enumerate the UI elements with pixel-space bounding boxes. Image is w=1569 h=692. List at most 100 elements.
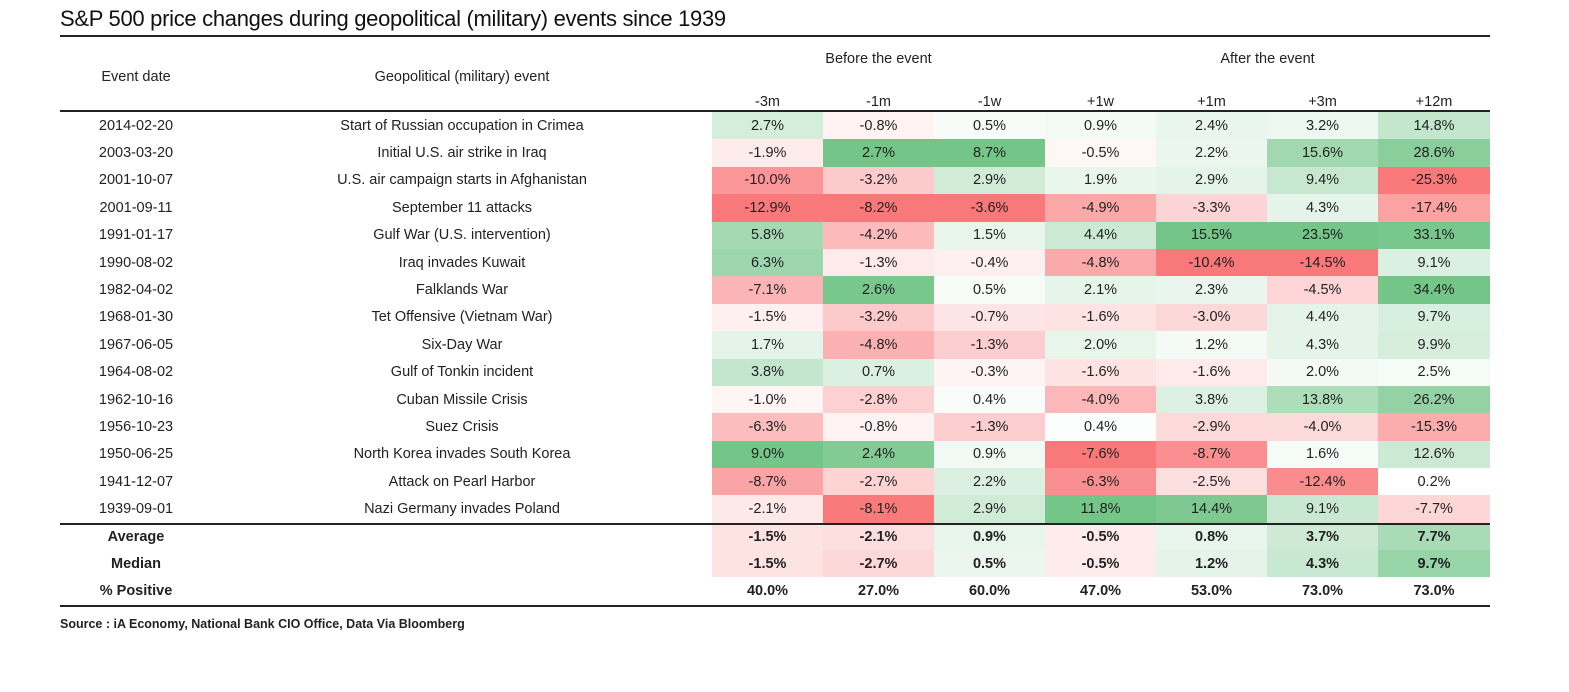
value-cell: 2.2% [1156,139,1268,167]
value-cell: 33.1% [1378,221,1491,249]
value-cell: -0.3% [934,358,1046,386]
value-cell: -1.3% [934,331,1046,359]
table-row: 1991-01-17 Gulf War (U.S. intervention) 5.… [60,221,1491,249]
value-cell: -2.5% [1156,468,1268,496]
value-cell: 14.4% [1156,495,1268,523]
summary-value: 7.7% [1378,522,1491,551]
value-cell: -7.1% [712,276,823,304]
value-cell: 2.3% [1156,276,1268,304]
summary-value: -2.7% [823,550,934,578]
value-cell: 2.4% [1156,112,1268,140]
value-cell: 1.7% [712,331,823,359]
event-date: 1939-09-01 [98,501,174,518]
summary-value: 9.7% [1378,550,1491,578]
value-cell: 0.4% [934,385,1046,414]
value-cell: 11.8% [1045,495,1157,523]
value-cell: -3.6% [934,194,1046,222]
value-cell: -4.2% [823,221,934,249]
event-date: 2001-10-07 [98,172,174,189]
value-cell: 34.4% [1378,276,1491,304]
bottom-rule [60,605,1490,607]
summary-blank [212,550,712,577]
value-cell: 2.6% [823,276,934,304]
value-cell: -7.6% [1045,440,1157,469]
summary-value: 73.0% [1413,583,1455,600]
table-row: 1941-12-07 Attack on Pearl Harbor -8.7% -2.… [60,468,1491,496]
value-cell: -1.0% [712,385,823,414]
value-cell: 9.4% [1267,166,1379,195]
header-period: -3m [755,94,780,110]
value-cell: 1.9% [1045,166,1157,195]
event-date: 1982-04-02 [98,282,174,299]
event-date: 1956-10-23 [98,418,174,435]
summary-value: 47.0% [1079,583,1122,600]
event-name: Nazi Germany invades Poland [364,501,560,518]
table-row: 1950-06-25 North Korea invades South Kore… [60,440,1491,469]
value-cell: 2.9% [934,166,1046,195]
table-row: 1939-09-01 Nazi Germany invades Poland -2.… [60,495,1491,523]
summary-value: 53.0% [1190,583,1233,600]
value-cell: 2.7% [712,112,823,140]
summary-value: -1.5% [712,550,823,578]
value-cell: 14.8% [1378,112,1491,140]
value-cell: -25.3% [1378,166,1491,195]
value-cell: 2.7% [823,139,934,167]
event-date: 1962-10-16 [98,391,174,408]
value-cell: -3.3% [1156,194,1268,222]
value-cell: 4.4% [1045,221,1157,249]
event-date: 1968-01-30 [98,309,174,326]
event-name: September 11 attacks [392,199,532,216]
value-cell: -8.7% [712,468,823,496]
value-cell: -0.8% [823,413,934,441]
value-cell: 2.0% [1045,331,1157,359]
event-date: 2001-09-11 [99,199,173,216]
value-cell: -1.3% [823,248,934,277]
value-cell: -12.9% [712,194,823,222]
header-period: +3m [1308,94,1337,110]
value-cell: -1.9% [712,139,823,167]
value-cell: -1.6% [1045,303,1157,332]
table-row: 2001-10-07 U.S. air campaign starts in Af… [60,166,1491,195]
value-cell: -3.2% [823,303,934,332]
value-cell: -0.7% [934,303,1046,332]
table-row: 2003-03-20 Initial U.S. air strike in Ira… [60,139,1491,167]
value-cell: 9.0% [712,440,823,469]
value-cell: -4.5% [1267,276,1379,304]
value-cell: -4.9% [1045,194,1157,222]
value-cell: 12.6% [1378,440,1491,469]
value-cell: 0.9% [934,440,1046,469]
event-date: 2014-02-20 [98,117,174,134]
value-cell: 3.2% [1267,112,1379,140]
source-note: Source : iA Economy, National Bank CIO O… [60,617,465,631]
value-cell: -0.4% [934,248,1046,277]
chart-title: S&P 500 price changes during geopolitica… [60,6,726,31]
table-row: 2001-09-11 September 11 attacks -12.9% -8.2… [60,194,1491,222]
value-cell: -7.7% [1378,495,1491,523]
value-cell: 4.3% [1267,194,1379,222]
summary-value: 1.2% [1156,550,1268,578]
value-cell: 26.2% [1378,385,1491,414]
event-name: Six-Day War [421,336,503,353]
value-cell: 0.5% [934,276,1046,304]
value-cell: 4.3% [1267,331,1379,359]
summary-value: 27.0% [857,583,900,600]
table-row: 1956-10-23 Suez Crisis -6.3% -0.8% -1.3% 0.4%… [60,413,1491,441]
value-cell: 3.8% [712,358,823,386]
event-name: Tet Offensive (Vietnam War) [371,309,553,326]
events-table: Event date Geopolitical (military) event… [60,42,1491,605]
value-cell: 2.9% [1156,166,1268,195]
value-cell: 1.6% [1267,440,1379,469]
value-cell: -15.3% [1378,413,1491,441]
value-cell: -14.5% [1267,248,1379,277]
event-name: Suez Crisis [425,418,499,435]
summary-rule [60,523,1490,525]
summary-value: -0.5% [1045,522,1157,551]
value-cell: 0.7% [823,358,934,386]
value-cell: 28.6% [1378,139,1491,167]
table-row: 1990-08-02 Iraq invades Kuwait 6.3% -1.3% -0… [60,248,1491,277]
value-cell: -0.8% [823,112,934,140]
summary-value: 40.0% [746,583,789,600]
summary-value: 4.3% [1267,550,1379,578]
value-cell: -6.3% [712,413,823,441]
title-rule [60,35,1490,37]
